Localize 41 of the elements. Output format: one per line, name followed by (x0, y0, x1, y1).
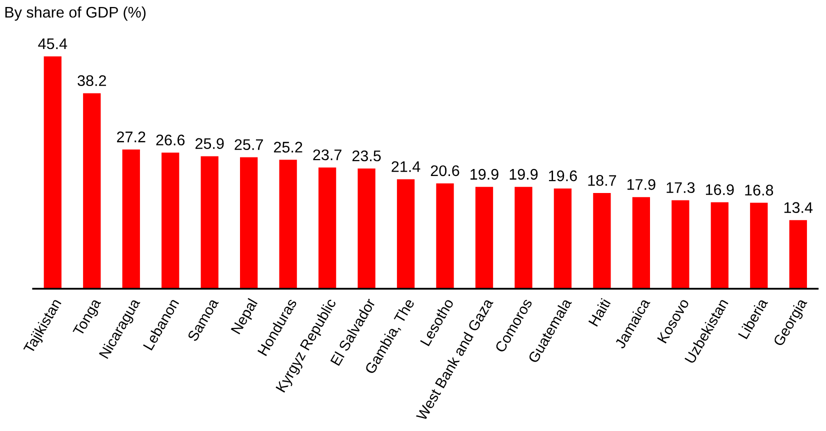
bar (83, 93, 101, 289)
data-label: 23.7 (313, 149, 342, 160)
bar (436, 183, 454, 289)
bar (279, 160, 297, 289)
bar (632, 197, 650, 289)
bar (162, 152, 180, 289)
data-label: 17.3 (666, 182, 695, 194)
bar (122, 150, 140, 289)
bar (672, 200, 690, 289)
data-label: 26.6 (156, 134, 185, 146)
data-label: 19.6 (549, 170, 577, 182)
data-label: 13.4 (784, 202, 813, 213)
bar (240, 157, 258, 289)
bar (750, 202, 768, 289)
data-label: 38.2 (78, 75, 106, 86)
data-label: 45.4 (38, 38, 68, 50)
data-label: 25.7 (234, 139, 263, 150)
data-label: 20.6 (430, 165, 460, 176)
bar (358, 168, 376, 289)
data-label: 23.5 (352, 150, 381, 162)
chart-title: By share of GDP (%) (5, 6, 146, 21)
bar (514, 186, 532, 289)
data-label: 21.4 (392, 161, 420, 172)
bar (200, 156, 218, 289)
data-label: 25.2 (274, 142, 302, 153)
bar (396, 179, 415, 289)
data-label: 19.9 (510, 168, 538, 180)
data-label: 17.9 (627, 179, 656, 190)
data-label: 25.9 (196, 138, 224, 149)
data-label: 16.8 (745, 184, 774, 196)
bar (44, 56, 62, 289)
bar (789, 220, 807, 289)
data-label: 27.2 (117, 132, 146, 142)
bar (475, 186, 494, 289)
bar (318, 167, 336, 289)
bar (710, 202, 728, 289)
bar (593, 193, 611, 289)
data-label: 19.9 (470, 168, 498, 180)
data-label: 18.7 (588, 175, 616, 186)
bar (554, 188, 572, 289)
data-label: 16.9 (706, 184, 734, 196)
